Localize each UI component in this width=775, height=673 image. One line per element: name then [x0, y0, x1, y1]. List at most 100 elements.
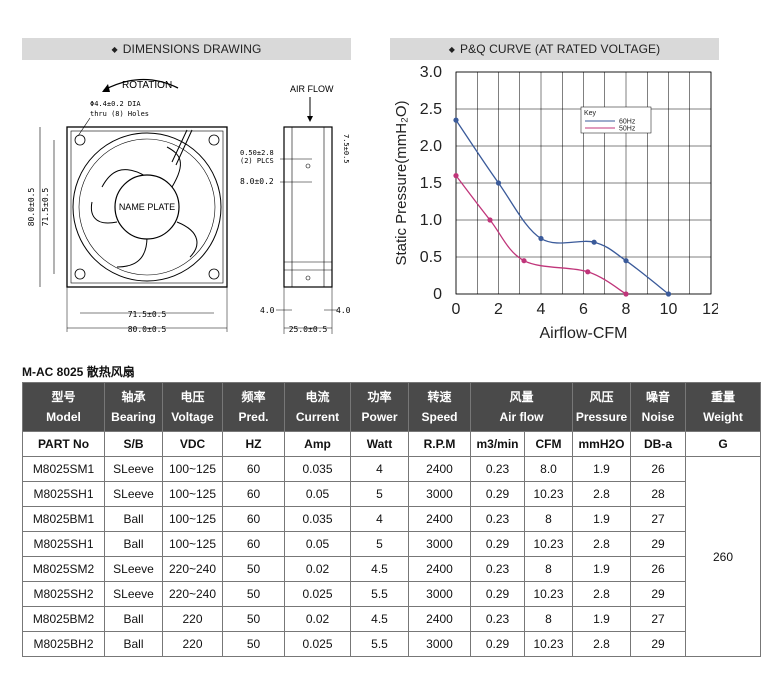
- cell-speed: 3000: [408, 531, 471, 557]
- cell-power: 4.5: [350, 556, 409, 582]
- series-point: [585, 269, 591, 275]
- cell-speed: 2400: [408, 606, 471, 632]
- cell-power: 4: [350, 456, 409, 482]
- cell-bearing: SLeeve: [104, 556, 163, 582]
- y-tick-label: 2.0: [420, 138, 442, 155]
- cell-noise: 29: [630, 581, 686, 607]
- cell-pressure: 1.9: [572, 506, 631, 532]
- cell-frequency: 50: [222, 581, 285, 607]
- table-title: M-AC 8025 散热风扇: [22, 365, 135, 379]
- cell-weight: 260: [685, 456, 761, 657]
- cell-m3min: 0.29: [470, 531, 525, 557]
- header-noise: 噪音 Noise: [630, 382, 686, 432]
- x-tick-label: 10: [660, 301, 678, 318]
- pq-panel-title: P&Q CURVE (AT RATED VOLTAGE): [460, 42, 661, 56]
- cell-speed: 2400: [408, 456, 471, 482]
- cell-current: 0.02: [284, 606, 351, 632]
- cell-m3min: 0.23: [470, 606, 525, 632]
- cell-pressure: 2.8: [572, 481, 631, 507]
- table-header-row: 型号 Model 轴承 Bearing 电压 Voltage 频率 Pred. 电流 Cu…: [22, 382, 761, 432]
- cell-frequency: 60: [222, 481, 285, 507]
- x-tick-label: 4: [537, 301, 546, 318]
- cell-model: M8025BH2: [22, 631, 105, 657]
- cell-noise: 29: [630, 531, 686, 557]
- rotation-arrowhead-icon: [102, 84, 110, 92]
- rotation-arrow-icon: [103, 78, 179, 91]
- header-weight: 重量 Weight: [685, 382, 761, 432]
- header-speed: 转速 Speed: [408, 382, 471, 432]
- unit-m3min: m3/min: [470, 431, 525, 457]
- cell-voltage: 100~125: [162, 481, 223, 507]
- holes-label-2: thru (8) Holes: [90, 110, 149, 118]
- dimensions-panel-title: DIMENSIONS DRAWING: [122, 42, 262, 56]
- cell-pressure: 1.9: [572, 556, 631, 582]
- x-tick-label: 0: [452, 301, 461, 318]
- cell-bearing: SLeeve: [104, 581, 163, 607]
- cell-pressure: 2.8: [572, 631, 631, 657]
- cell-voltage: 220~240: [162, 581, 223, 607]
- dim-8: 8.0±0.2: [240, 177, 274, 186]
- cell-bearing: Ball: [104, 631, 163, 657]
- legend-entry: 50Hz: [619, 126, 636, 133]
- cell-power: 5: [350, 531, 409, 557]
- airflow-arrowhead-icon: [307, 116, 313, 122]
- series-point: [623, 258, 629, 264]
- diamond-bullet-icon: ◆: [111, 44, 118, 54]
- cell-frequency: 50: [222, 631, 285, 657]
- cell-m3min: 0.23: [470, 456, 525, 482]
- cell-cfm: 10.23: [524, 481, 573, 507]
- series-point: [538, 235, 544, 242]
- table-row: M8025SH2 SLeeve 220~240 50 0.025 5.5 3000 0.29 1…: [22, 581, 761, 607]
- cell-speed: 2400: [408, 556, 471, 582]
- cell-frequency: 60: [222, 456, 285, 482]
- y-tick-label: 2.5: [420, 101, 442, 118]
- cell-bearing: Ball: [104, 531, 163, 557]
- table-row: M8025SM2 SLeeve 220~240 50 0.02 4.5 2400 0.23 8 1…: [22, 556, 761, 582]
- dim-050-line2: (2) PLCS: [240, 157, 274, 165]
- table-row: M8025BM2 Ball 220 50 0.02 4.5 2400 0.23 8 1.9 27: [22, 606, 761, 632]
- cell-voltage: 100~125: [162, 506, 223, 532]
- unit-dba: DB-a: [630, 431, 686, 457]
- cell-cfm: 10.23: [524, 531, 573, 557]
- cell-pressure: 1.9: [572, 456, 631, 482]
- header-model: 型号 Model: [22, 382, 105, 432]
- cell-model: M8025SM2: [22, 556, 105, 582]
- dimensions-drawing: ROTATION Φ4.4±0.2 DIA thru (8) Holes NAM…: [27, 78, 351, 334]
- cell-m3min: 0.29: [470, 481, 525, 507]
- cell-current: 0.05: [284, 531, 351, 557]
- x-tick-label: 12: [702, 301, 718, 318]
- legend-box: [580, 106, 652, 134]
- legend-title: Key: [584, 110, 597, 117]
- cell-cfm: 8: [524, 556, 573, 582]
- cell-m3min: 0.23: [470, 506, 525, 532]
- cell-voltage: 100~125: [162, 531, 223, 557]
- y-tick-label: 0.5: [420, 249, 442, 266]
- y-axis-label: Static Pressure(mmH₂O): [393, 100, 410, 265]
- header-bearing: 轴承 Bearing: [104, 382, 163, 432]
- cell-power: 5: [350, 481, 409, 507]
- cell-current: 0.035: [284, 506, 351, 532]
- header-airflow: 风量 Air flow: [470, 382, 573, 432]
- cell-power: 4: [350, 506, 409, 532]
- cell-speed: 3000: [408, 581, 471, 607]
- unit-hz: HZ: [222, 431, 285, 457]
- cell-m3min: 0.29: [470, 631, 525, 657]
- cell-noise: 26: [630, 456, 686, 482]
- cell-bearing: Ball: [104, 506, 163, 532]
- cell-bearing: SLeeve: [104, 481, 163, 507]
- cell-frequency: 60: [222, 531, 285, 557]
- cell-model: M8025SM1: [22, 456, 105, 482]
- cell-pressure: 2.8: [572, 581, 631, 607]
- plot-frame: [455, 71, 712, 295]
- cell-cfm: 8: [524, 606, 573, 632]
- legend-entry: 60Hz: [619, 119, 636, 126]
- cell-speed: 3000: [408, 631, 471, 657]
- cell-pressure: 2.8: [572, 531, 631, 557]
- y-tick-label: 3.0: [420, 64, 442, 81]
- cell-power: 5.5: [350, 631, 409, 657]
- cell-speed: 2400: [408, 506, 471, 532]
- cell-model: M8025BM2: [22, 606, 105, 632]
- cell-bearing: Ball: [104, 606, 163, 632]
- diamond-bullet-icon: ◆: [448, 44, 456, 54]
- cell-voltage: 220: [162, 606, 223, 632]
